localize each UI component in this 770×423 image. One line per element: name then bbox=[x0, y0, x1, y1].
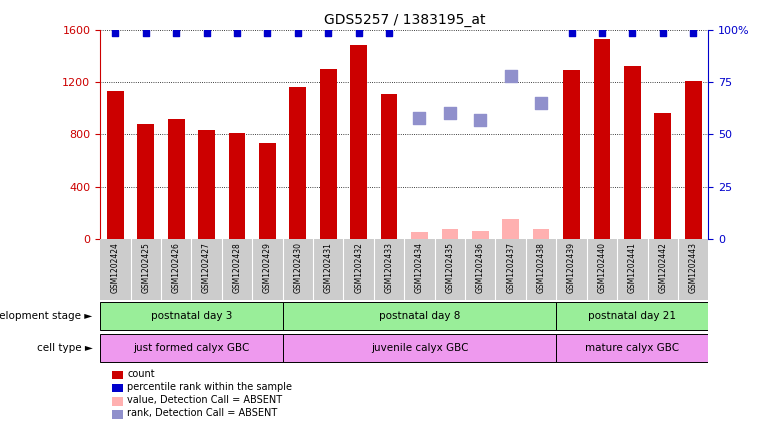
Bar bbox=[685, 81, 701, 239]
Point bbox=[687, 30, 699, 37]
Bar bbox=[380, 94, 397, 239]
Text: mature calyx GBC: mature calyx GBC bbox=[585, 343, 679, 353]
Bar bbox=[112, 397, 123, 406]
Text: juvenile calyx GBC: juvenile calyx GBC bbox=[370, 343, 468, 353]
Text: just formed calyx GBC: just formed calyx GBC bbox=[133, 343, 249, 353]
Bar bbox=[100, 334, 283, 362]
Text: postnatal day 8: postnatal day 8 bbox=[379, 311, 460, 321]
Text: value, Detection Call = ABSENT: value, Detection Call = ABSENT bbox=[128, 395, 283, 405]
Text: development stage ►: development stage ► bbox=[0, 311, 92, 321]
Point bbox=[109, 30, 122, 37]
Text: GSM1202440: GSM1202440 bbox=[598, 242, 607, 293]
Text: GSM1202426: GSM1202426 bbox=[172, 242, 181, 293]
Bar bbox=[441, 228, 458, 239]
Text: GSM1202434: GSM1202434 bbox=[415, 242, 424, 293]
Point bbox=[657, 30, 669, 37]
Bar bbox=[350, 45, 367, 239]
Text: cell type ►: cell type ► bbox=[36, 343, 92, 353]
Point bbox=[504, 72, 517, 79]
Point bbox=[139, 30, 152, 37]
Point bbox=[322, 30, 334, 37]
Bar bbox=[472, 231, 489, 239]
Point bbox=[170, 30, 182, 37]
Bar bbox=[556, 302, 708, 330]
Text: GSM1202431: GSM1202431 bbox=[323, 242, 333, 293]
Text: GSM1202439: GSM1202439 bbox=[567, 242, 576, 293]
Text: percentile rank within the sample: percentile rank within the sample bbox=[128, 382, 293, 392]
Bar bbox=[563, 70, 580, 239]
Text: GSM1202442: GSM1202442 bbox=[658, 242, 668, 293]
Text: GSM1202430: GSM1202430 bbox=[293, 242, 303, 293]
Text: rank, Detection Call = ABSENT: rank, Detection Call = ABSENT bbox=[128, 408, 278, 418]
Bar bbox=[107, 91, 124, 239]
Point bbox=[231, 30, 243, 37]
Bar bbox=[112, 371, 123, 379]
Point bbox=[535, 99, 547, 106]
Text: postnatal day 3: postnatal day 3 bbox=[151, 311, 232, 321]
Bar bbox=[100, 302, 283, 330]
Text: GSM1202432: GSM1202432 bbox=[354, 242, 363, 293]
Text: GSM1202435: GSM1202435 bbox=[445, 242, 454, 293]
Bar bbox=[112, 410, 123, 419]
Point bbox=[383, 30, 395, 37]
Point bbox=[565, 30, 578, 37]
Bar bbox=[502, 220, 519, 239]
Text: GSM1202425: GSM1202425 bbox=[141, 242, 150, 293]
Bar bbox=[320, 69, 336, 239]
Point bbox=[200, 30, 213, 37]
Bar bbox=[229, 133, 246, 239]
Bar bbox=[198, 130, 215, 239]
Point bbox=[261, 30, 273, 37]
Bar bbox=[654, 113, 671, 239]
Point bbox=[353, 30, 365, 37]
Title: GDS5257 / 1383195_at: GDS5257 / 1383195_at bbox=[323, 13, 485, 27]
Bar bbox=[411, 233, 428, 239]
Bar bbox=[112, 384, 123, 393]
Point bbox=[474, 116, 487, 123]
Text: GSM1202443: GSM1202443 bbox=[688, 242, 698, 293]
Bar bbox=[533, 228, 550, 239]
Text: postnatal day 21: postnatal day 21 bbox=[588, 311, 676, 321]
Text: GSM1202424: GSM1202424 bbox=[111, 242, 120, 293]
Bar bbox=[290, 87, 306, 239]
Bar bbox=[283, 334, 556, 362]
Text: GSM1202441: GSM1202441 bbox=[628, 242, 637, 293]
Point bbox=[413, 114, 426, 121]
Point bbox=[444, 110, 456, 117]
Point bbox=[596, 30, 608, 37]
Bar bbox=[259, 143, 276, 239]
Text: GSM1202438: GSM1202438 bbox=[537, 242, 546, 293]
Bar bbox=[624, 66, 641, 239]
Bar bbox=[556, 334, 708, 362]
Bar bbox=[137, 124, 154, 239]
Point bbox=[292, 30, 304, 37]
Bar bbox=[283, 302, 556, 330]
Text: GSM1202436: GSM1202436 bbox=[476, 242, 485, 293]
Point bbox=[626, 30, 638, 37]
Text: GSM1202428: GSM1202428 bbox=[233, 242, 242, 293]
Text: GSM1202437: GSM1202437 bbox=[506, 242, 515, 293]
Bar bbox=[594, 39, 611, 239]
Bar bbox=[168, 118, 185, 239]
Text: count: count bbox=[128, 369, 155, 379]
Text: GSM1202429: GSM1202429 bbox=[263, 242, 272, 293]
Text: GSM1202433: GSM1202433 bbox=[384, 242, 393, 293]
Text: GSM1202427: GSM1202427 bbox=[202, 242, 211, 293]
